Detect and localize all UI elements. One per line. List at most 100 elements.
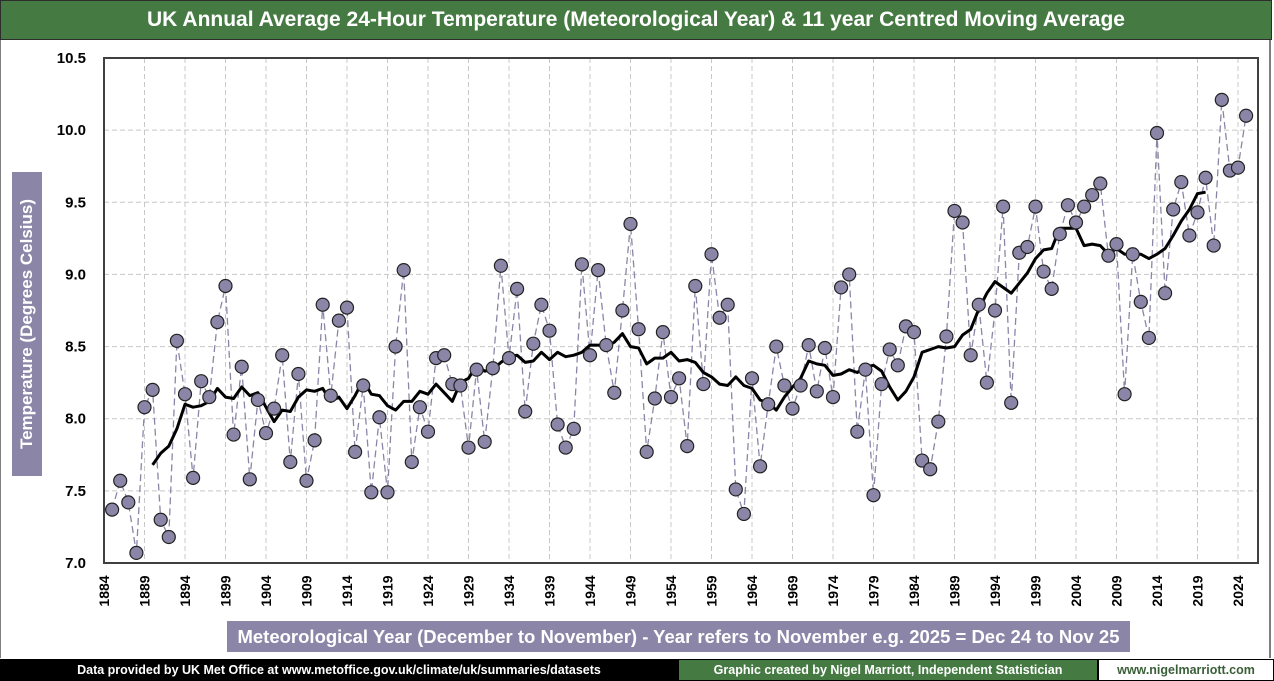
temperature-point — [971, 297, 986, 312]
temperature-point — [1109, 237, 1124, 252]
y-tick-label: 8.5 — [65, 339, 86, 356]
temperature-point — [461, 440, 476, 455]
x-tick-label: 2019 — [1190, 575, 1206, 606]
temperature-point — [177, 387, 193, 402]
temperature-point — [534, 297, 549, 312]
temperature-point — [623, 216, 638, 232]
temperature-point — [388, 339, 403, 354]
y-tick-label: 7.5 — [65, 483, 86, 500]
temperature-markers — [104, 92, 1254, 561]
temperature-point — [1093, 176, 1108, 191]
temperature-point — [331, 313, 346, 328]
temperature-point — [736, 506, 752, 522]
temperature-point — [566, 421, 581, 436]
temperature-point — [1060, 198, 1076, 213]
temperature-point — [161, 529, 176, 545]
y-tick-label: 10.5 — [57, 50, 86, 67]
y-axis-label-text: Temperature (Degrees Celsius) — [17, 198, 36, 450]
x-tick-label: 1894 — [177, 575, 193, 606]
temperature-point — [1238, 108, 1254, 123]
temperature-point — [947, 203, 962, 219]
temperature-point — [663, 389, 679, 405]
y-tick-label: 8.0 — [65, 411, 86, 428]
x-axis-label: Meteorological Year (December to Novembe… — [227, 621, 1130, 652]
temperature-point — [283, 454, 298, 470]
temperature-point — [939, 329, 954, 344]
x-tick-label: 1954 — [663, 575, 679, 606]
temperature-point — [744, 371, 760, 386]
temperature-point — [590, 263, 606, 278]
temperature-point — [720, 297, 735, 312]
x-tick-label: 1909 — [299, 575, 315, 606]
temperature-point — [769, 339, 784, 354]
temperature-point — [1068, 215, 1084, 230]
temperature-point — [1020, 239, 1035, 255]
temperature-point — [558, 440, 573, 455]
temperature-point — [906, 325, 922, 340]
temperature-point — [1101, 248, 1116, 263]
moving-average-line — [151, 190, 1206, 466]
temperature-point — [1149, 125, 1165, 141]
temperature-point — [1125, 247, 1140, 262]
temperature-point — [186, 470, 201, 485]
temperature-point — [348, 444, 363, 459]
temperature-point — [752, 459, 768, 474]
temperature-point — [1182, 228, 1197, 243]
x-tick-label: 1939 — [542, 575, 558, 606]
temperature-point — [607, 385, 622, 400]
temperature-point — [785, 401, 800, 416]
temperature-point — [129, 545, 144, 561]
y-axis-label: Temperature (Degrees Celsius) — [12, 172, 42, 476]
temperature-point — [404, 454, 419, 470]
temperature-point — [501, 351, 517, 366]
temperature-point — [372, 410, 387, 425]
temperature-point — [258, 426, 274, 441]
x-tick-label: 1999 — [1028, 575, 1044, 606]
temperature-point — [1206, 238, 1221, 253]
temperature-point — [850, 424, 865, 439]
temperature-point — [250, 392, 265, 408]
temperature-point — [582, 348, 598, 363]
temperature-point — [267, 401, 282, 416]
temperature-point — [307, 433, 322, 448]
temperature-point — [1198, 170, 1213, 185]
x-tick-label: 1989 — [947, 575, 963, 606]
temperature-point — [1174, 174, 1189, 190]
x-tick-label: 1964 — [744, 575, 760, 606]
temperature-point — [420, 424, 436, 439]
temperature-point — [509, 281, 525, 296]
temperature-point — [842, 267, 857, 282]
temperature-point — [137, 400, 152, 415]
temperature-point — [963, 348, 978, 363]
temperature-point — [655, 325, 671, 340]
temperature-point — [680, 439, 695, 454]
temperature-point — [574, 257, 590, 272]
x-tick-label: 1904 — [258, 575, 274, 606]
temperature-point — [1076, 199, 1092, 214]
temperature-point — [809, 384, 824, 399]
temperature-point — [234, 359, 249, 374]
y-tick-label: 9.0 — [65, 266, 86, 283]
temperature-point — [1230, 160, 1246, 175]
temperature-point — [380, 485, 395, 500]
temperature-point — [955, 215, 970, 230]
x-tick-label: 1914 — [339, 575, 355, 606]
temperature-point — [995, 199, 1011, 214]
temperature-point — [728, 482, 743, 497]
temperature-point — [1133, 294, 1148, 309]
temperature-point — [671, 371, 687, 386]
x-tick-label: 1984 — [906, 575, 922, 606]
x-tick-label: 1924 — [420, 575, 436, 606]
x-tick-label: 1884 — [96, 575, 112, 606]
grid — [104, 57, 1258, 563]
temperature-point — [696, 376, 711, 392]
temperature-point — [631, 322, 646, 337]
y-tick-label: 9.5 — [65, 194, 86, 211]
x-tick-label: 2014 — [1149, 575, 1165, 606]
temperature-point — [1117, 387, 1132, 402]
temperature-point — [1085, 187, 1100, 203]
temperature-point — [518, 404, 533, 419]
temperature-point — [1190, 205, 1205, 220]
temperature-point — [275, 348, 290, 363]
